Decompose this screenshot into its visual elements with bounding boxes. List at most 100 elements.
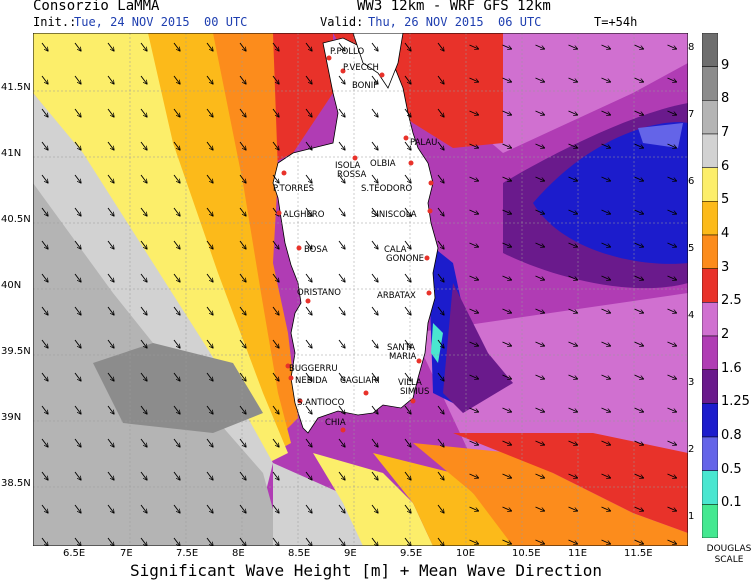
direction-arrow [469, 143, 479, 148]
direction-arrow [173, 471, 180, 480]
direction-arrow [568, 77, 578, 82]
direction-arrow [239, 240, 246, 249]
direction-arrow [469, 44, 479, 49]
direction-arrow [634, 308, 644, 313]
direction-arrow [601, 143, 611, 148]
direction-arrow [206, 75, 213, 84]
direction-arrow [140, 306, 147, 315]
place-label: ISOLA ROSSA [335, 161, 367, 180]
direction-arrow [239, 504, 246, 513]
direction-arrow [568, 143, 578, 148]
direction-arrow [601, 176, 611, 181]
direction-arrow [338, 372, 345, 381]
direction-arrow [206, 207, 213, 216]
direction-arrow [404, 504, 411, 513]
direction-arrow [239, 438, 246, 447]
scale-swatch [702, 234, 718, 269]
direction-arrow [107, 240, 114, 249]
direction-arrow [272, 471, 279, 480]
direction-arrow [634, 77, 644, 82]
direction-arrow [41, 240, 48, 249]
direction-arrow [41, 438, 48, 447]
direction-arrow [173, 141, 180, 150]
place-label: SINISCOLA [371, 210, 417, 220]
douglas-value: 2 [688, 444, 695, 455]
direction-arrow [338, 108, 345, 117]
direction-arrow [568, 242, 578, 247]
direction-arrow [140, 273, 147, 282]
direction-arrow [338, 240, 345, 249]
direction-arrow [272, 240, 279, 249]
lon-tick: 11E [568, 548, 588, 559]
direction-arrow [74, 306, 81, 315]
direction-arrow [140, 537, 147, 546]
direction-arrow [140, 339, 147, 348]
direction-arrow [338, 75, 345, 84]
direction-arrow [140, 240, 147, 249]
direction-arrow [206, 438, 213, 447]
direction-arrow [41, 339, 48, 348]
scale-swatch [702, 201, 718, 236]
direction-arrow [601, 374, 611, 379]
direction-arrow [239, 405, 246, 414]
place-label: S.TEODORO [361, 184, 412, 194]
direction-arrow [634, 209, 644, 214]
corsica-land [352, 33, 404, 89]
direction-arrow [634, 143, 644, 148]
direction-arrow [634, 341, 644, 346]
direction-arrow [601, 44, 611, 49]
direction-arrow [140, 174, 147, 183]
direction-arrow [437, 438, 444, 447]
direction-arrow [272, 339, 279, 348]
direction-arrow [338, 273, 345, 282]
direction-arrow [634, 110, 644, 115]
direction-arrow [469, 539, 479, 544]
direction-arrow [502, 143, 512, 148]
direction-arrow [74, 372, 81, 381]
direction-arrow [437, 537, 444, 546]
place-label: ARBATAX [377, 291, 416, 301]
direction-arrow [667, 407, 677, 412]
direction-arrow [502, 374, 512, 379]
direction-arrow [206, 174, 213, 183]
direction-arrow [239, 471, 246, 480]
direction-arrow [469, 440, 479, 445]
direction-arrow [371, 306, 378, 315]
direction-arrow [535, 308, 545, 313]
direction-arrow [535, 506, 545, 511]
direction-arrow [206, 42, 213, 51]
scale-swatch [702, 167, 718, 202]
direction-arrow [634, 176, 644, 181]
direction-arrow [371, 471, 378, 480]
direction-arrow [272, 537, 279, 546]
scale-swatch [702, 268, 718, 303]
graticule [33, 33, 688, 546]
direction-arrow [305, 273, 312, 282]
scale-swatch [702, 369, 718, 404]
direction-arrow [206, 108, 213, 117]
direction-arrow [173, 174, 180, 183]
direction-arrow [272, 438, 279, 447]
direction-arrow [41, 273, 48, 282]
band-0-5-east [638, 123, 683, 148]
direction-arrow [74, 537, 81, 546]
scale-value: 7 [721, 125, 730, 140]
place-label: PALAU [410, 138, 437, 148]
direction-arrow [601, 539, 611, 544]
douglas-value: 3 [688, 377, 695, 388]
direction-arrow [667, 308, 677, 313]
direction-arrow [601, 506, 611, 511]
direction-arrow [568, 110, 578, 115]
direction-arrow [404, 240, 411, 249]
direction-arrow [535, 209, 545, 214]
direction-arrow [74, 42, 81, 51]
direction-arrow [206, 306, 213, 315]
direction-arrow [634, 539, 644, 544]
direction-arrow [239, 207, 246, 216]
direction-arrow [305, 42, 312, 51]
douglas-value: 7 [688, 109, 695, 120]
direction-arrow [535, 143, 545, 148]
band-4 [143, 33, 291, 453]
direction-arrow [239, 537, 246, 546]
direction-arrow [371, 207, 378, 216]
